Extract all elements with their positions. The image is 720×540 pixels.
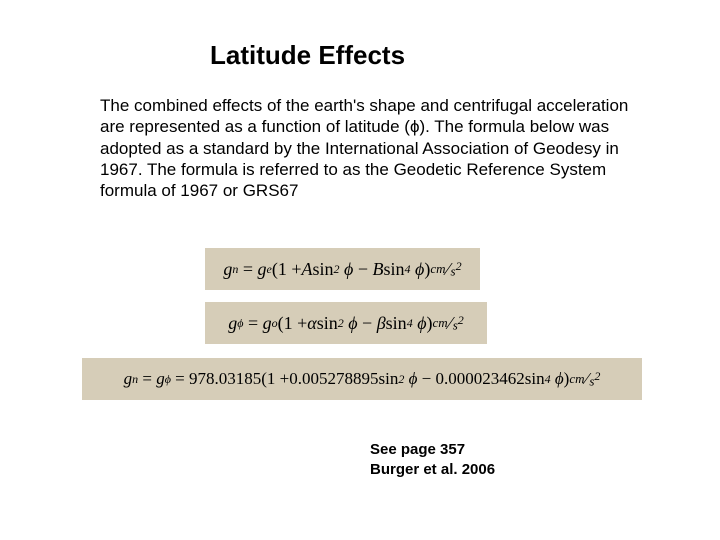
- formula-1: gn = ge (1 + A sin2 ϕ − B sin4 ϕ ) cm⁄s2: [205, 248, 480, 290]
- f1-t1-arg: ϕ: [344, 259, 353, 280]
- f1-t2-func: sin: [384, 259, 405, 280]
- citation-line1: See page 357: [370, 440, 495, 460]
- f3-t2-coef: 0.000023462: [436, 369, 525, 389]
- f3-t1-coef: 0.005278895: [289, 369, 378, 389]
- f3-t1-arg: ϕ: [409, 369, 418, 389]
- f1-lhs-base: g: [223, 259, 232, 280]
- f2-unit-num: cm: [433, 315, 448, 331]
- f1-t1-func: sin: [313, 259, 334, 280]
- citation-line2: Burger et al. 2006: [370, 460, 495, 480]
- f2-t1-func: sin: [317, 313, 338, 334]
- f3-t2-arg: ϕ: [555, 369, 564, 389]
- f2-t2-func: sin: [386, 313, 407, 334]
- f2-unit: cm⁄s2: [433, 313, 464, 334]
- f1-unit: cm⁄s2: [430, 259, 461, 280]
- f2-t1-coef: α: [307, 313, 316, 334]
- f3-unit-num: cm: [569, 371, 584, 387]
- f2-t1-arg: ϕ: [348, 313, 357, 334]
- f3-t1-pow: 2: [398, 372, 404, 387]
- f2-coef-base: g: [263, 313, 272, 334]
- body-paragraph: The combined effects of the earth's shap…: [100, 95, 640, 201]
- f3-t2-func: sin: [525, 369, 545, 389]
- f2-t1-pow: 2: [338, 316, 344, 331]
- f2-t2-pow: 4: [407, 316, 413, 331]
- f1-coef-base: g: [258, 259, 267, 280]
- formula-2: gϕ = go (1 + α sin2 ϕ − β sin4 ϕ ) cm⁄s2: [205, 302, 487, 344]
- f2-t2-arg: ϕ: [417, 313, 426, 334]
- formula-3: gn = gϕ = 978.03185 (1 + 0.005278895 sin…: [82, 358, 642, 400]
- f1-t2-pow: 4: [405, 262, 411, 277]
- f3-unit-den-pow: 2: [594, 369, 600, 383]
- f1-t2-arg: ϕ: [415, 259, 424, 280]
- f1-unit-num: cm: [430, 261, 445, 277]
- f1-t2-coef: B: [373, 259, 384, 280]
- f3-lhs1-base: g: [124, 369, 133, 389]
- f1-t1-pow: 2: [334, 262, 340, 277]
- slide-title: Latitude Effects: [210, 40, 405, 71]
- f3-lhs2-base: g: [156, 369, 165, 389]
- f3-t2-pow: 4: [545, 372, 551, 387]
- f2-t2-coef: β: [377, 313, 386, 334]
- citation: See page 357 Burger et al. 2006: [370, 440, 495, 479]
- f3-unit: cm⁄s2: [569, 369, 600, 389]
- f1-unit-den-pow: 2: [456, 259, 462, 273]
- f3-t1-func: sin: [379, 369, 399, 389]
- f2-lhs-base: g: [228, 313, 237, 334]
- f2-unit-den-pow: 2: [458, 313, 464, 327]
- f1-t1-coef: A: [302, 259, 313, 280]
- f3-numcoef: 978.03185: [189, 369, 261, 389]
